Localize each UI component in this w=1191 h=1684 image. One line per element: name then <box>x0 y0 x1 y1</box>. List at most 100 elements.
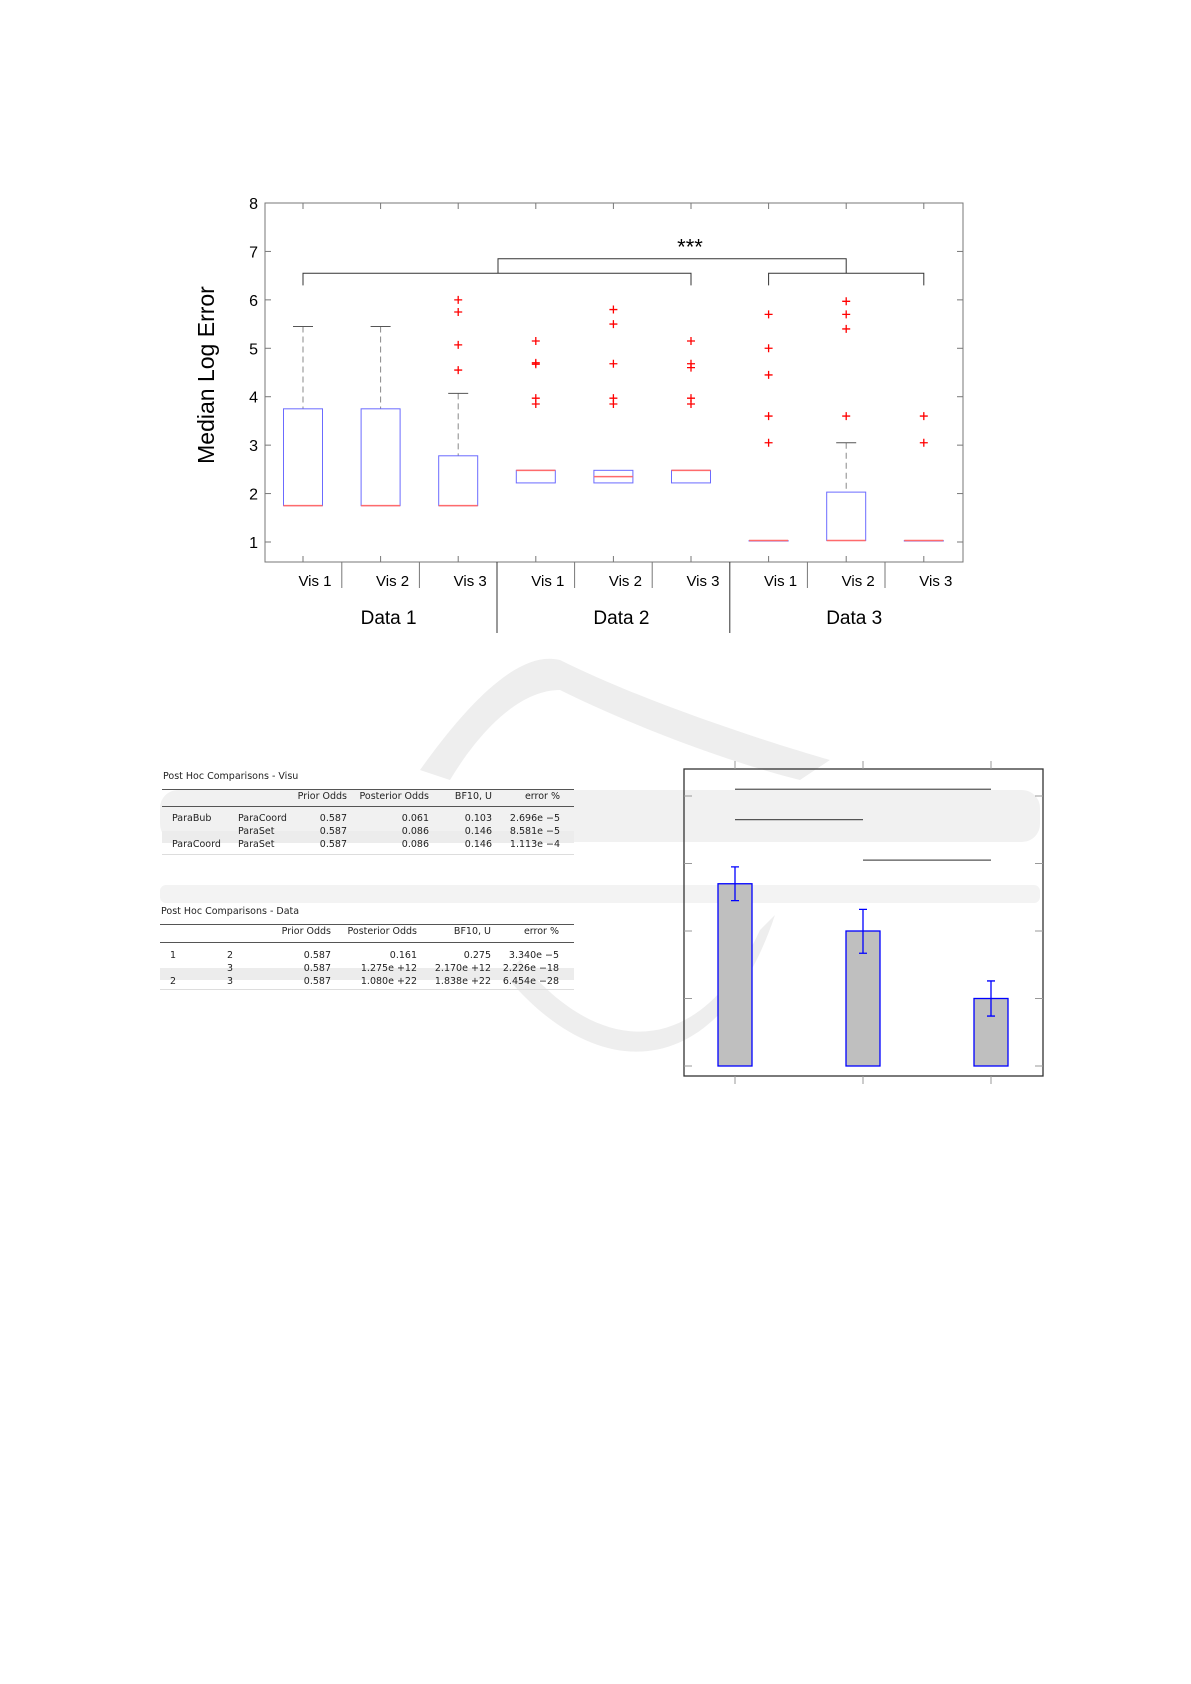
group-label: Data 1 <box>361 608 417 629</box>
table-cell: 1.275e +12 <box>360 963 417 974</box>
outlier-marker <box>609 305 618 314</box>
group-label: Data 3 <box>826 608 882 629</box>
watermark-swoosh <box>505 915 775 1052</box>
outlier-marker <box>454 340 463 349</box>
x-tick-label: Vis 3 <box>919 573 952 590</box>
table-cell: 2 <box>227 950 234 961</box>
table-cell: 2 <box>170 976 177 987</box>
outlier-marker <box>609 320 618 329</box>
outlier-marker <box>764 310 773 319</box>
y-tick-label: 8 <box>249 196 258 213</box>
y-tick-label: 5 <box>249 341 258 358</box>
significance-bracket <box>497 258 847 274</box>
outlier-marker <box>531 337 540 346</box>
outlier-marker <box>764 412 773 421</box>
table-cell: 3 <box>227 976 234 987</box>
outlier-marker <box>609 359 618 368</box>
table-cell: 0.146 <box>464 826 492 837</box>
significance-label: *** <box>677 235 703 260</box>
table-cell: 0.587 <box>303 963 331 974</box>
x-tick-label: Vis 3 <box>686 573 719 590</box>
table-cell: 1 <box>170 950 177 961</box>
column-header: Prior Odds <box>297 791 347 802</box>
table-cell: 0.086 <box>401 839 429 850</box>
y-tick-label: 6 <box>249 293 258 310</box>
x-tick-label: Vis 3 <box>454 573 487 590</box>
column-header: Prior Odds <box>281 926 331 937</box>
table-rule <box>162 789 574 790</box>
x-tick-label: Vis 2 <box>842 573 875 590</box>
significance-bracket <box>302 272 692 286</box>
outlier-marker <box>842 297 851 306</box>
y-tick-label: 4 <box>249 390 258 407</box>
table-cell: 0.103 <box>464 813 492 824</box>
x-tick-label: Vis 2 <box>609 573 642 590</box>
x-tick-label: Vis 1 <box>531 573 564 590</box>
table-cell: 0.587 <box>319 826 347 837</box>
outlier-marker <box>454 366 463 375</box>
table-cell: 0.061 <box>401 813 429 824</box>
watermark-swoosh <box>420 658 830 780</box>
group-label: Data 2 <box>593 608 649 629</box>
y-tick-label: 1 <box>249 535 258 552</box>
outlier-marker <box>842 310 851 319</box>
table-cell: 0.161 <box>389 950 417 961</box>
table-cell: 2.226e −18 <box>502 963 559 974</box>
column-header: BF10, U <box>453 926 491 937</box>
error-bar <box>859 908 867 954</box>
outlier-marker <box>531 358 540 367</box>
table-cell: 3.340e −5 <box>508 950 559 961</box>
column-header: error % <box>524 791 560 802</box>
outlier-marker <box>842 324 851 333</box>
y-axis-label: Median Log Error <box>193 286 219 464</box>
table-cell: 1.080e +22 <box>360 976 417 987</box>
outlier-marker <box>764 344 773 353</box>
table-cell: 0.587 <box>319 813 347 824</box>
x-tick-label: Vis 1 <box>298 573 331 590</box>
column-header: Posterior Odds <box>359 791 430 802</box>
table-rule <box>160 989 574 990</box>
table-cell: ParaBub <box>172 813 212 824</box>
watermark-band <box>160 885 1040 903</box>
table-cell: ParaSet <box>238 839 275 850</box>
table-cell: 2.170e +12 <box>434 963 491 974</box>
bar-chart <box>683 761 1044 1084</box>
outlier-marker <box>454 295 463 304</box>
outlier-marker <box>454 307 463 316</box>
outlier-marker <box>687 337 695 346</box>
x-tick-label: Vis 1 <box>764 573 797 590</box>
tables: Post Hoc Comparisons - Visu Prior Odds Pos… <box>160 771 574 990</box>
table-cell: 0.587 <box>319 839 347 850</box>
table-rule <box>162 854 574 855</box>
table-cell: 6.454e −28 <box>502 976 559 987</box>
outlier-marker <box>842 412 851 421</box>
table-cell: 1.113e −4 <box>509 839 560 850</box>
y-tick-label: 2 <box>249 487 258 504</box>
row-stripe <box>162 831 574 843</box>
error-bar <box>731 866 739 902</box>
outlier-marker <box>919 412 928 421</box>
outlier-marker <box>687 394 695 403</box>
outlier-marker <box>764 438 773 447</box>
outlier-marker <box>531 394 540 403</box>
outlier-marker <box>764 370 773 379</box>
y-tick-label: 7 <box>249 244 258 261</box>
outlier-marker <box>919 438 928 447</box>
y-tick-label: 3 <box>249 438 258 455</box>
table-title: Post Hoc Comparisons - Data <box>161 906 300 917</box>
table-title: Post Hoc Comparisons - Visu <box>163 771 299 782</box>
table-cell: ParaCoord <box>238 813 287 824</box>
error-bar <box>987 980 995 1017</box>
table-cell: 2.696e −5 <box>509 813 560 824</box>
table-cell: 0.146 <box>464 839 492 850</box>
row-stripe <box>160 968 574 980</box>
x-tick-label: Vis 2 <box>376 573 409 590</box>
table-cell: ParaSet <box>238 826 275 837</box>
table-cell: 0.086 <box>401 826 429 837</box>
column-header: error % <box>523 926 559 937</box>
table-cell: 8.581e −5 <box>509 826 560 837</box>
table-cell: ParaCoord <box>172 839 221 850</box>
table-cell: 1.838e +22 <box>434 976 491 987</box>
column-header: BF10, U <box>454 791 492 802</box>
